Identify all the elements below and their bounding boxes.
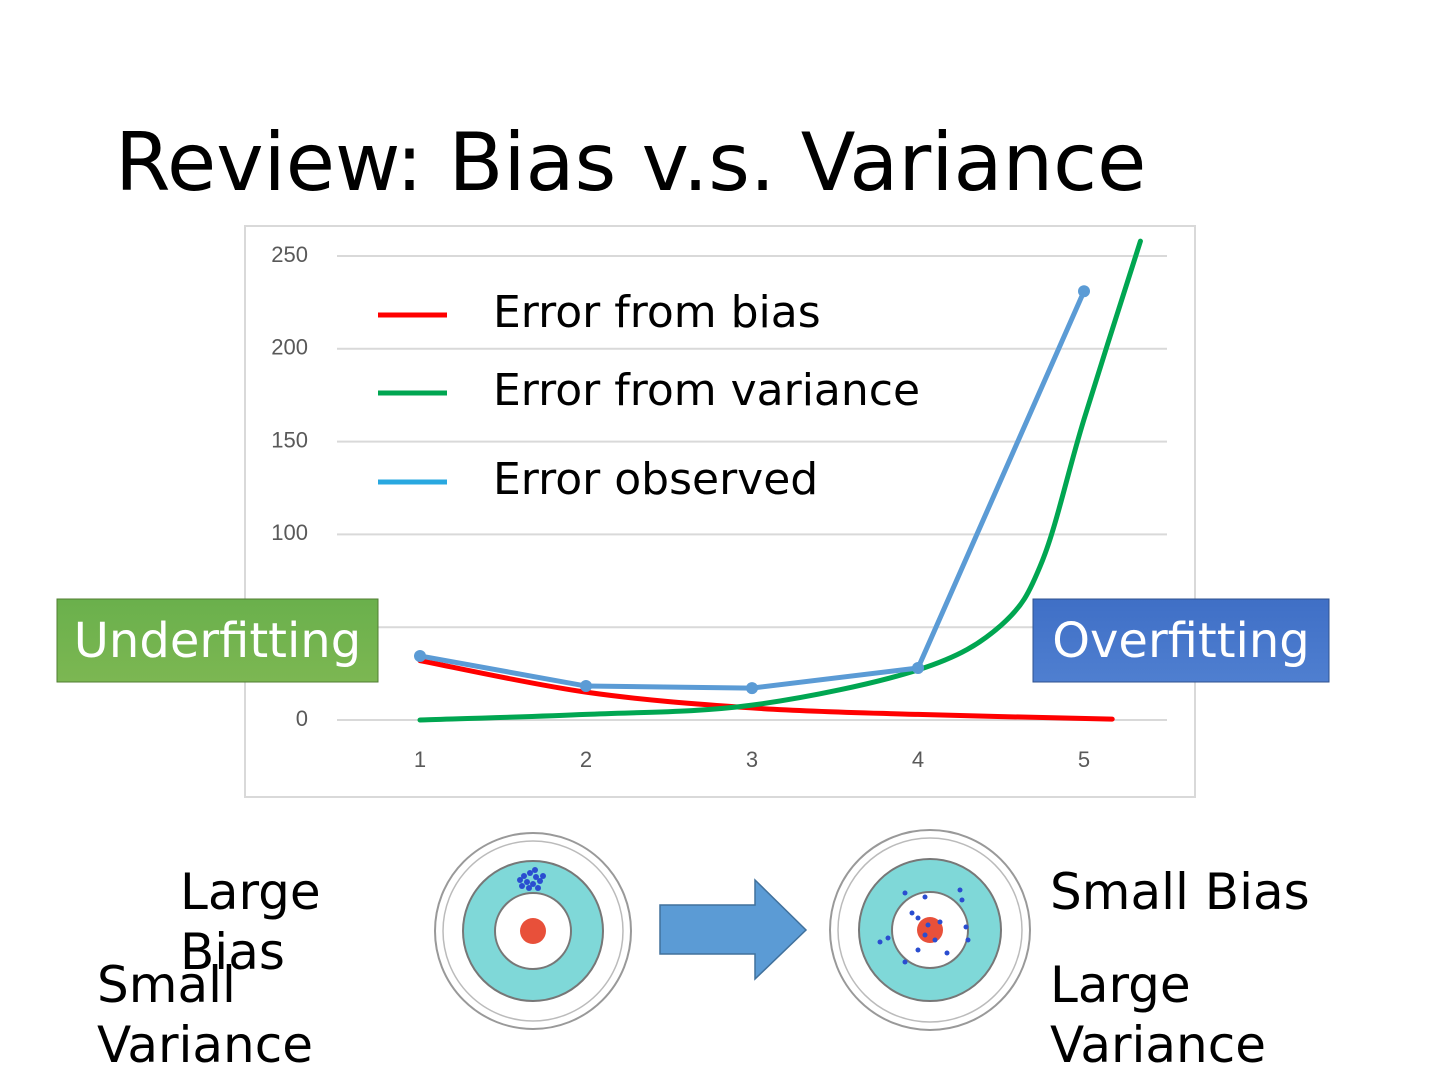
left-label: Small Variance <box>97 956 313 1074</box>
point <box>912 662 924 675</box>
series-line <box>417 238 1143 723</box>
target-right <box>829 829 1031 1031</box>
slide-title: Review: Bias v.s. Variance <box>115 116 1146 209</box>
underfitting-label: Underfitting <box>73 612 362 669</box>
series-line <box>417 658 1115 722</box>
point <box>414 649 426 662</box>
y-tick-label: 100 <box>271 520 308 545</box>
x-tick-label: 4 <box>912 747 924 772</box>
right-label: Small Bias <box>1050 863 1310 921</box>
right-label: Large Variance <box>1050 956 1266 1074</box>
left-label: Large Bias <box>180 863 321 981</box>
overfitting-label: Overfitting <box>1052 612 1310 669</box>
point <box>580 680 592 693</box>
legend-label: Error from bias <box>493 287 821 338</box>
y-tick-label: 150 <box>271 427 308 452</box>
underfitting-box <box>56 598 379 683</box>
target-left <box>434 832 632 1030</box>
x-tick-label: 5 <box>1078 747 1090 772</box>
point <box>746 682 758 695</box>
y-tick-label: 200 <box>271 335 308 360</box>
arrow <box>659 878 808 981</box>
chart-frame <box>244 225 1196 798</box>
legend-label: Error observed <box>493 454 818 505</box>
overfitting-box <box>1032 598 1330 683</box>
y-tick-label: 250 <box>271 242 308 267</box>
legend-label: Error from variance <box>493 365 920 416</box>
x-tick-label: 1 <box>414 747 426 772</box>
y-tick-label: 0 <box>296 706 308 731</box>
point <box>1078 285 1090 298</box>
x-tick-label: 3 <box>746 747 758 772</box>
x-tick-label: 2 <box>580 747 592 772</box>
